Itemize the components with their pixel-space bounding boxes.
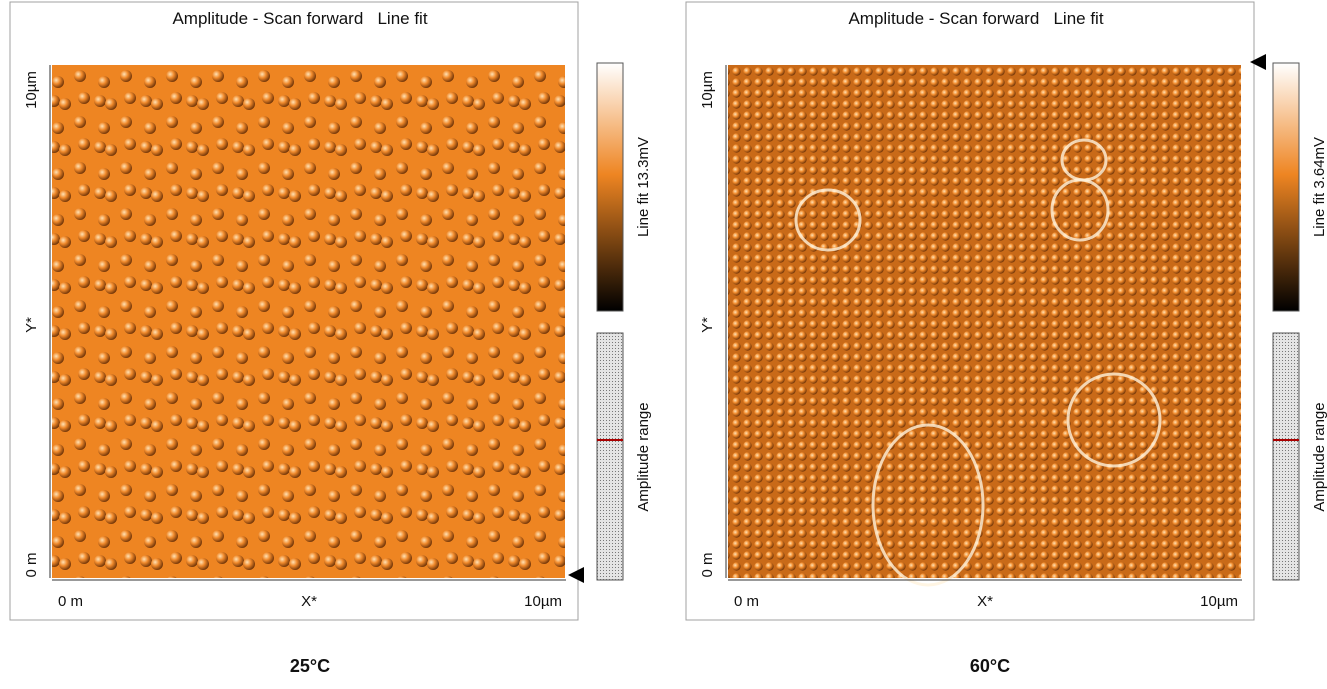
panel: Amplitude - Scan forward Line fit 10µm Y* 0… [686, 2, 1327, 676]
afm-image [52, 65, 565, 578]
y-axis-label: 10µm [23, 71, 40, 109]
caption: 60°C [970, 656, 1010, 676]
image-title: Amplitude - Scan forward Line fit [848, 9, 1103, 28]
screenshot: Amplitude - Scan forward Line fit 10µm Y* 0… [0, 0, 1327, 684]
x-axis-label: 0 m [58, 593, 83, 610]
afm-image [728, 65, 1241, 578]
body: Amplitude - Scan forward Line fit 10µm Y* 0… [0, 0, 1327, 684]
y-axis-label: Y* [699, 317, 716, 333]
colorbar-label: Line fit 3.64mV [1311, 137, 1327, 237]
y-axis-label: 0 m [23, 552, 40, 577]
range-bar [1273, 333, 1299, 580]
y-axis-label: Y* [23, 317, 40, 333]
colorbar [597, 63, 623, 311]
x-axis-label: 10µm [1200, 593, 1238, 610]
y-axis-label: 10µm [699, 71, 716, 109]
x-axis-label: 10µm [524, 593, 562, 610]
range-label: Amplitude range [635, 402, 652, 511]
y-axis-label: 0 m [699, 552, 716, 577]
colorbar [1273, 63, 1299, 311]
x-axis-label: X* [301, 593, 317, 610]
colorbar-label: Line fit 13.3mV [635, 137, 652, 237]
range-label: Amplitude range [1311, 402, 1327, 511]
panel: Amplitude - Scan forward Line fit 10µm Y* 0… [10, 2, 652, 676]
range-bar [597, 333, 623, 580]
x-axis-label: 0 m [734, 593, 759, 610]
page: {"panels": [ {"title": "Amplitude - Scan… [0, 0, 1327, 684]
x-axis-label: X* [977, 593, 993, 610]
image-title: Amplitude - Scan forward Line fit [172, 9, 427, 28]
caption: 25°C [290, 656, 330, 676]
